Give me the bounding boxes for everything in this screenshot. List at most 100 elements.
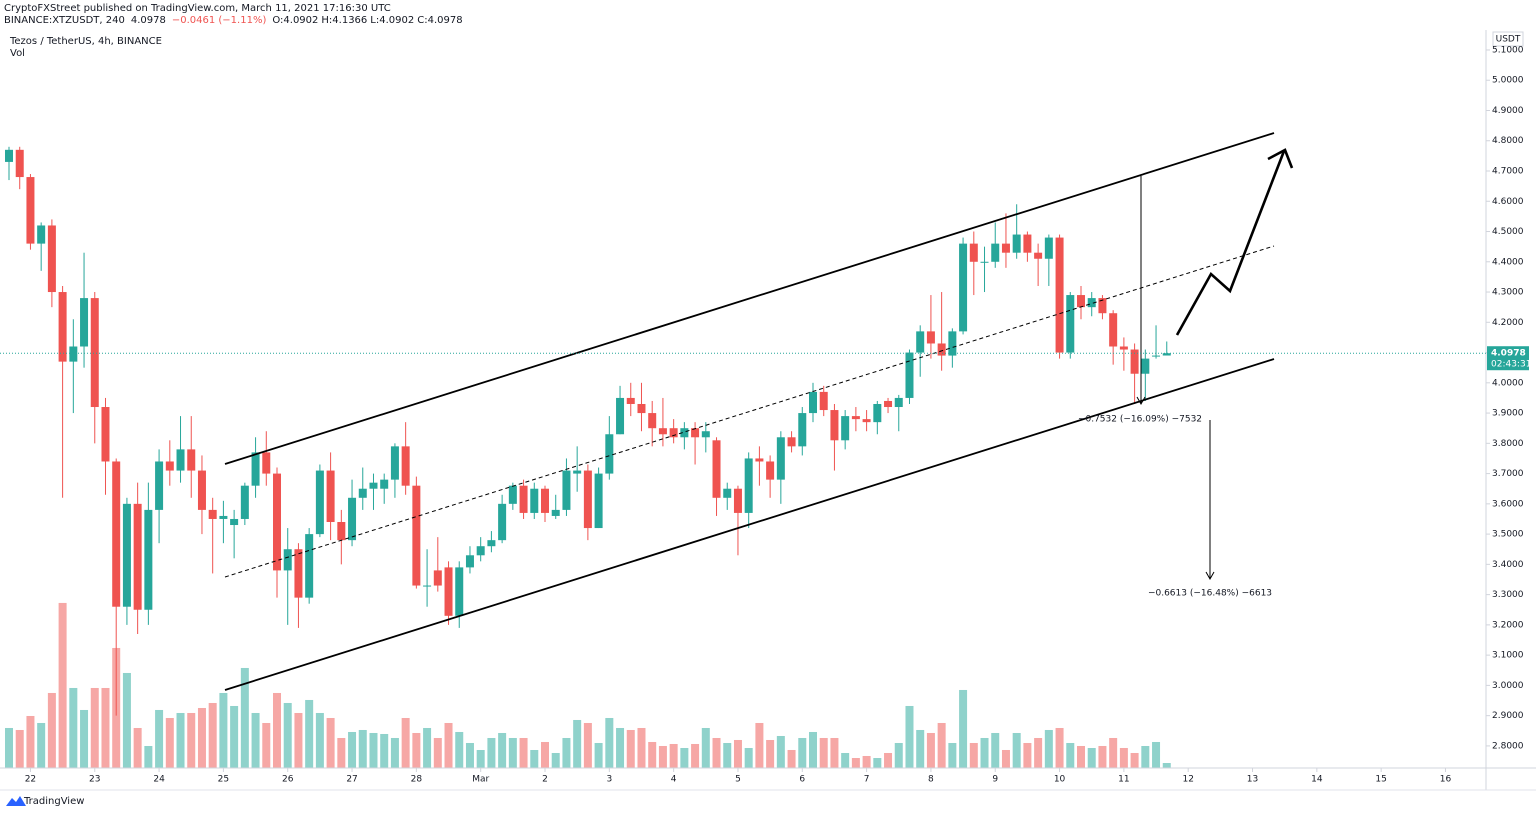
candle-body [594, 473, 603, 529]
y-tick-label: 4.4000 [1492, 257, 1524, 267]
volume-bar [433, 737, 442, 768]
volume-bar [616, 727, 625, 768]
volume-bar [37, 722, 46, 768]
volume-bar [1066, 742, 1075, 768]
volume-bar [1001, 749, 1010, 768]
candle-body [1077, 295, 1086, 308]
volume-bar [240, 667, 249, 768]
candle-body [15, 149, 24, 178]
candle-body [423, 585, 432, 587]
candle-body [723, 488, 732, 498]
candle-body [583, 470, 592, 529]
candle-body [819, 391, 828, 411]
x-tick-label: 4 [671, 775, 677, 785]
candle-body [455, 567, 464, 616]
candle-body [358, 488, 367, 498]
candle-body [262, 452, 271, 474]
volume-bar [144, 745, 153, 768]
candle-body [1034, 252, 1043, 259]
y-tick-label: 4.2000 [1492, 318, 1524, 328]
volume-bar [755, 722, 764, 768]
x-tick-label: 8 [928, 775, 934, 785]
brand: TradingView [23, 796, 84, 807]
volume-bar [733, 739, 742, 768]
volume-bar [766, 739, 775, 768]
volume-bar [208, 702, 217, 768]
volume-bar [723, 742, 732, 768]
last-price-label: 4.0978 [1491, 349, 1526, 359]
volume-bar [798, 737, 807, 768]
candle-body [519, 485, 528, 513]
volume-bar [712, 737, 721, 768]
y-tick-label: 3.3000 [1492, 590, 1524, 600]
volume-bar [873, 757, 882, 768]
candle-body [884, 400, 893, 408]
countdown: 02:43:31 [1491, 360, 1531, 370]
y-axis-unit: USDT [1496, 35, 1521, 45]
volume-bar [262, 722, 271, 768]
projection-arrow [1205, 571, 1215, 581]
volume-label: Vol [10, 48, 25, 59]
y-tick-label: 5.0000 [1492, 76, 1524, 86]
volume-bar [273, 692, 282, 768]
volume-bar [551, 752, 560, 768]
volume-bar [787, 749, 796, 768]
x-tick-label: 24 [153, 775, 165, 785]
volume-bar [841, 752, 850, 768]
y-tick-label: 3.1000 [1492, 651, 1524, 661]
candle-body [841, 416, 850, 441]
candle-body [155, 461, 164, 510]
volume-bar [637, 727, 646, 768]
ohlc: L:4.0902 [370, 15, 414, 26]
volume-bar [283, 702, 292, 768]
candle-body [873, 403, 882, 423]
volume-bar [423, 727, 432, 768]
candle-body [680, 428, 689, 438]
volume-bar [658, 745, 667, 768]
projection-label: −0.6613 (−16.48%) −6613 [1148, 589, 1272, 599]
x-tick-label: 9 [992, 775, 998, 785]
volume-bar [315, 712, 324, 768]
candle-body [305, 534, 314, 598]
volume-bar [508, 737, 517, 768]
y-tick-label: 4.5000 [1492, 227, 1524, 237]
forecast-arrowhead [1267, 148, 1294, 169]
candle-body [530, 488, 539, 513]
volume-bar [809, 731, 818, 768]
y-tick-label: 3.5000 [1492, 530, 1524, 540]
candle-body [1098, 298, 1107, 314]
x-tick-label: 13 [1247, 775, 1258, 785]
candle-body [380, 479, 389, 489]
candle-body [658, 428, 667, 435]
volume-bar [701, 727, 710, 768]
x-tick-label: 15 [1375, 775, 1386, 785]
x-tick-label: 26 [282, 775, 294, 785]
candle-body [1044, 237, 1053, 259]
volume-bar [369, 732, 378, 768]
candle-body [755, 458, 764, 462]
volume-bar [476, 749, 485, 768]
candle-body [712, 440, 721, 498]
candle-body [144, 509, 153, 610]
volume-bar [5, 727, 14, 768]
candle-body [412, 485, 421, 586]
candle-body [766, 461, 775, 480]
y-tick-label: 3.7000 [1492, 469, 1524, 479]
volume-bar [1055, 727, 1064, 768]
unit-box [1492, 31, 1524, 47]
candle-body [991, 243, 1000, 262]
candle-body [894, 397, 903, 408]
y-tick-label: 3.0000 [1492, 681, 1524, 691]
volume-bar [455, 731, 464, 768]
volume-bar [337, 737, 346, 768]
candle-body [616, 397, 625, 435]
candle-body [476, 546, 485, 556]
measure-arrow [1136, 396, 1146, 406]
volume-bar [1098, 745, 1107, 768]
y-tick-label: 3.6000 [1492, 499, 1524, 509]
measure-label: −0.7532 (−16.09%) −7532 [1078, 415, 1202, 425]
volume-bar [90, 687, 99, 768]
volume-bar [1034, 737, 1043, 768]
y-tick-label: 3.9000 [1492, 409, 1524, 419]
